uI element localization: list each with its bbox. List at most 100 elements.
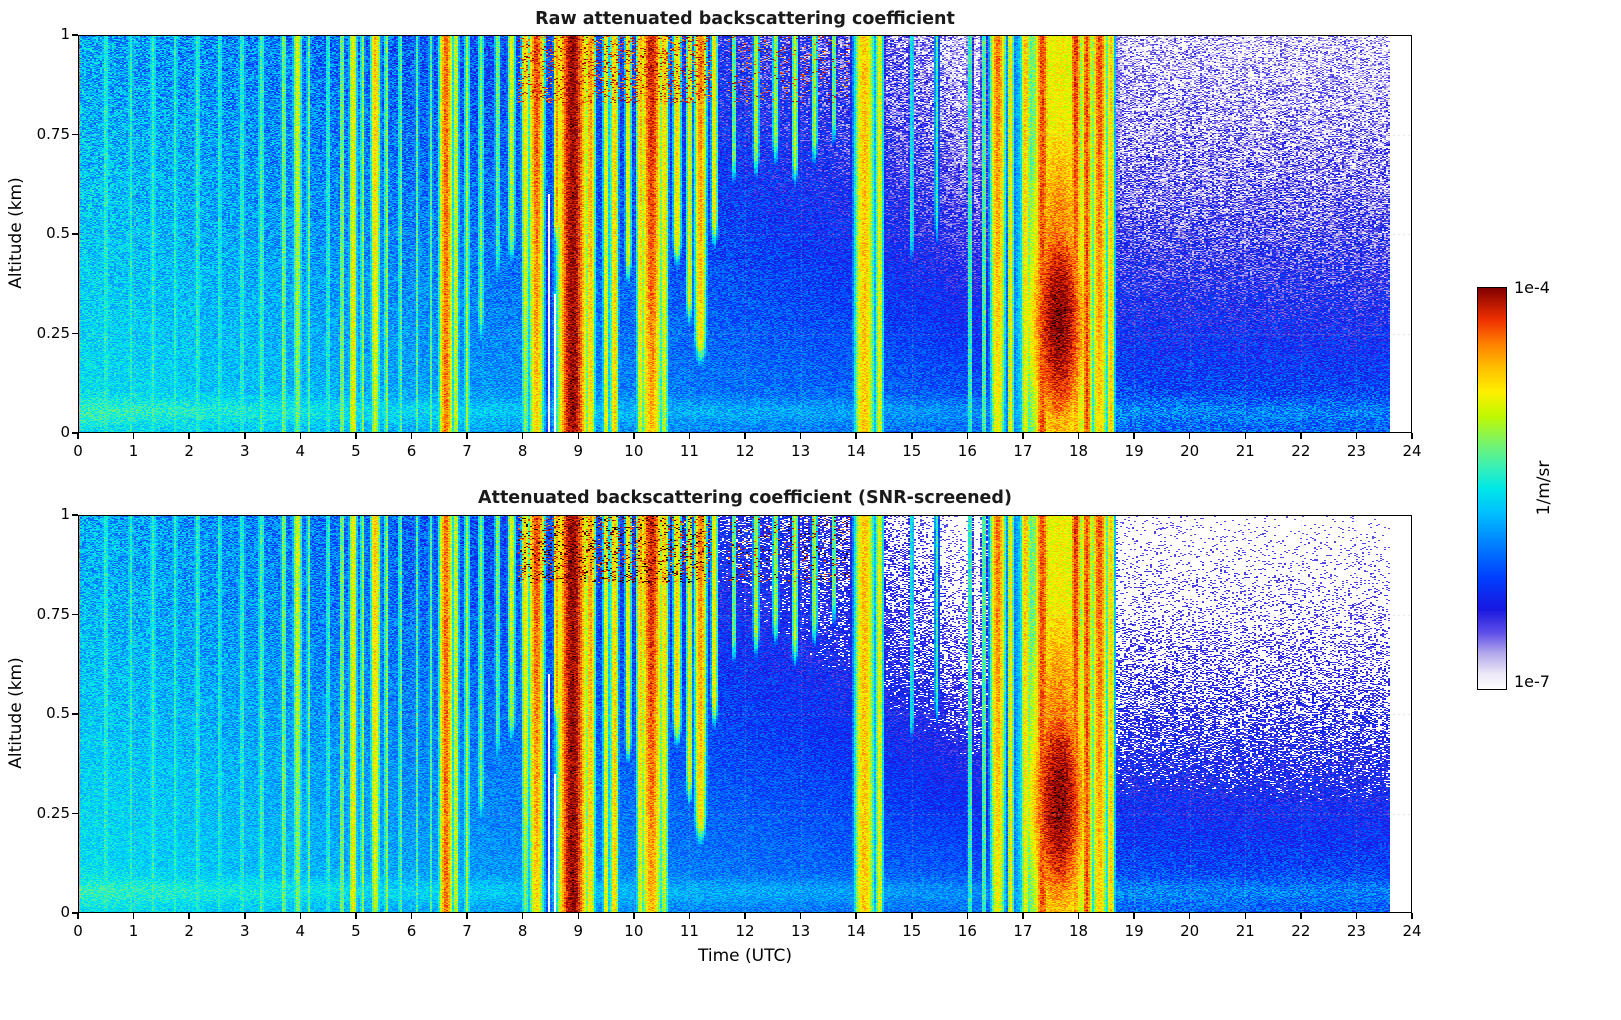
x-tick-mark bbox=[688, 913, 691, 919]
x-tick-label: 18 bbox=[1068, 922, 1089, 940]
y-tick-label: 0 bbox=[60, 903, 70, 921]
raw-panel-title: Raw attenuated backscattering coefficien… bbox=[535, 9, 955, 29]
y-tick-mark bbox=[72, 233, 78, 235]
x-tick-label: 5 bbox=[351, 442, 361, 460]
x-tick-mark bbox=[1077, 433, 1080, 439]
x-tick-label: 19 bbox=[1124, 922, 1144, 940]
x-tick-label: 4 bbox=[295, 442, 306, 460]
x-tick-mark bbox=[355, 433, 357, 439]
x-tick-label: 16 bbox=[957, 922, 977, 940]
x-tick-mark bbox=[466, 913, 468, 919]
x-tick-label: 14 bbox=[846, 922, 866, 940]
x-tick-mark bbox=[744, 433, 746, 439]
raw-heatmap-canvas bbox=[78, 35, 1412, 433]
screened-heatmap-canvas bbox=[78, 515, 1412, 913]
x-tick-mark bbox=[1244, 433, 1246, 439]
x-tick-label: 5 bbox=[351, 922, 361, 940]
y-tick-label: 0.75 bbox=[36, 604, 70, 623]
x-tick-mark bbox=[1133, 433, 1135, 439]
x-tick-mark bbox=[799, 433, 802, 439]
y-tick-label: 0 bbox=[60, 423, 70, 441]
x-tick-mark bbox=[244, 433, 246, 439]
x-tick-label: 3 bbox=[239, 922, 250, 940]
x-tick-label: 13 bbox=[791, 442, 811, 460]
x-tick-label: 6 bbox=[406, 922, 417, 940]
x-tick-mark bbox=[688, 433, 691, 439]
x-tick-label: 7 bbox=[462, 922, 472, 940]
x-tick-mark bbox=[521, 433, 524, 439]
x-tick-label: 20 bbox=[1180, 442, 1200, 460]
x-tick-mark bbox=[355, 913, 357, 919]
x-tick-label: 24 bbox=[1402, 922, 1422, 940]
x-tick-mark bbox=[855, 913, 857, 919]
y-tick-label: 0.25 bbox=[36, 803, 70, 822]
x-tick-label: 1 bbox=[128, 442, 139, 460]
x-tick-mark bbox=[188, 433, 190, 439]
x-tick-label: 23 bbox=[1346, 442, 1366, 460]
y-tick-label: 0.5 bbox=[46, 224, 70, 242]
x-tick-label: 14 bbox=[846, 442, 866, 460]
x-tick-mark bbox=[1300, 913, 1302, 919]
x-tick-mark bbox=[966, 433, 969, 439]
x-tick-label: 0 bbox=[73, 442, 83, 460]
x-tick-mark bbox=[521, 913, 524, 919]
x-tick-label: 10 bbox=[624, 922, 644, 940]
x-tick-label: 2 bbox=[184, 922, 194, 940]
x-tick-mark bbox=[466, 433, 468, 439]
x-tick-label: 16 bbox=[957, 442, 977, 460]
x-tick-mark bbox=[1355, 433, 1358, 439]
x-tick-mark bbox=[577, 433, 579, 439]
y-tick-mark bbox=[72, 514, 78, 516]
x-tick-label: 22 bbox=[1291, 442, 1311, 460]
x-tick-mark bbox=[77, 913, 79, 919]
x-tick-label: 12 bbox=[735, 442, 755, 460]
y-tick-label: 1 bbox=[60, 25, 70, 43]
y-tick-mark bbox=[72, 613, 78, 616]
x-tick-label: 9 bbox=[573, 922, 584, 940]
y-tick-mark bbox=[72, 332, 78, 335]
x-tick-label: 18 bbox=[1068, 442, 1089, 460]
x-tick-mark bbox=[299, 433, 302, 439]
x-tick-mark bbox=[744, 913, 746, 919]
x-tick-mark bbox=[1188, 433, 1191, 439]
x-tick-mark bbox=[799, 913, 802, 919]
x-tick-mark bbox=[410, 913, 413, 919]
x-tick-mark bbox=[1022, 913, 1024, 919]
x-tick-label: 3 bbox=[239, 442, 250, 460]
x-tick-label: 8 bbox=[517, 442, 528, 460]
y-tick-mark bbox=[72, 812, 78, 815]
x-tick-mark bbox=[911, 433, 913, 439]
x-tick-mark bbox=[244, 913, 246, 919]
x-tick-label: 1 bbox=[128, 922, 139, 940]
y-tick-label: 0.5 bbox=[46, 704, 70, 722]
colorbar bbox=[1477, 287, 1507, 690]
x-tick-mark bbox=[299, 913, 302, 919]
x-tick-mark bbox=[633, 913, 635, 919]
x-tick-mark bbox=[1188, 913, 1191, 919]
x-tick-mark bbox=[132, 913, 135, 919]
colorbar-max-label: 1e-4 bbox=[1514, 278, 1550, 297]
x-axis-label: Time (UTC) bbox=[698, 946, 792, 966]
x-tick-label: 8 bbox=[517, 922, 528, 940]
x-tick-label: 11 bbox=[679, 442, 699, 460]
x-tick-mark bbox=[1411, 433, 1413, 439]
x-tick-label: 17 bbox=[1013, 922, 1033, 940]
x-tick-label: 23 bbox=[1346, 922, 1366, 940]
x-tick-label: 20 bbox=[1180, 922, 1200, 940]
y-tick-label: 0.75 bbox=[36, 124, 70, 143]
y-tick-mark bbox=[72, 133, 78, 136]
x-tick-mark bbox=[132, 433, 135, 439]
colorbar-frame bbox=[1477, 287, 1507, 690]
x-tick-label: 10 bbox=[624, 442, 644, 460]
x-tick-label: 9 bbox=[573, 442, 584, 460]
colorbar-min-label: 1e-7 bbox=[1514, 672, 1550, 691]
x-tick-mark bbox=[911, 913, 913, 919]
x-tick-label: 15 bbox=[902, 922, 922, 940]
y-tick-mark bbox=[72, 713, 78, 715]
x-tick-label: 17 bbox=[1013, 442, 1033, 460]
x-tick-label: 0 bbox=[73, 922, 83, 940]
x-tick-mark bbox=[1300, 433, 1302, 439]
x-tick-label: 11 bbox=[679, 922, 699, 940]
x-tick-mark bbox=[1077, 913, 1080, 919]
